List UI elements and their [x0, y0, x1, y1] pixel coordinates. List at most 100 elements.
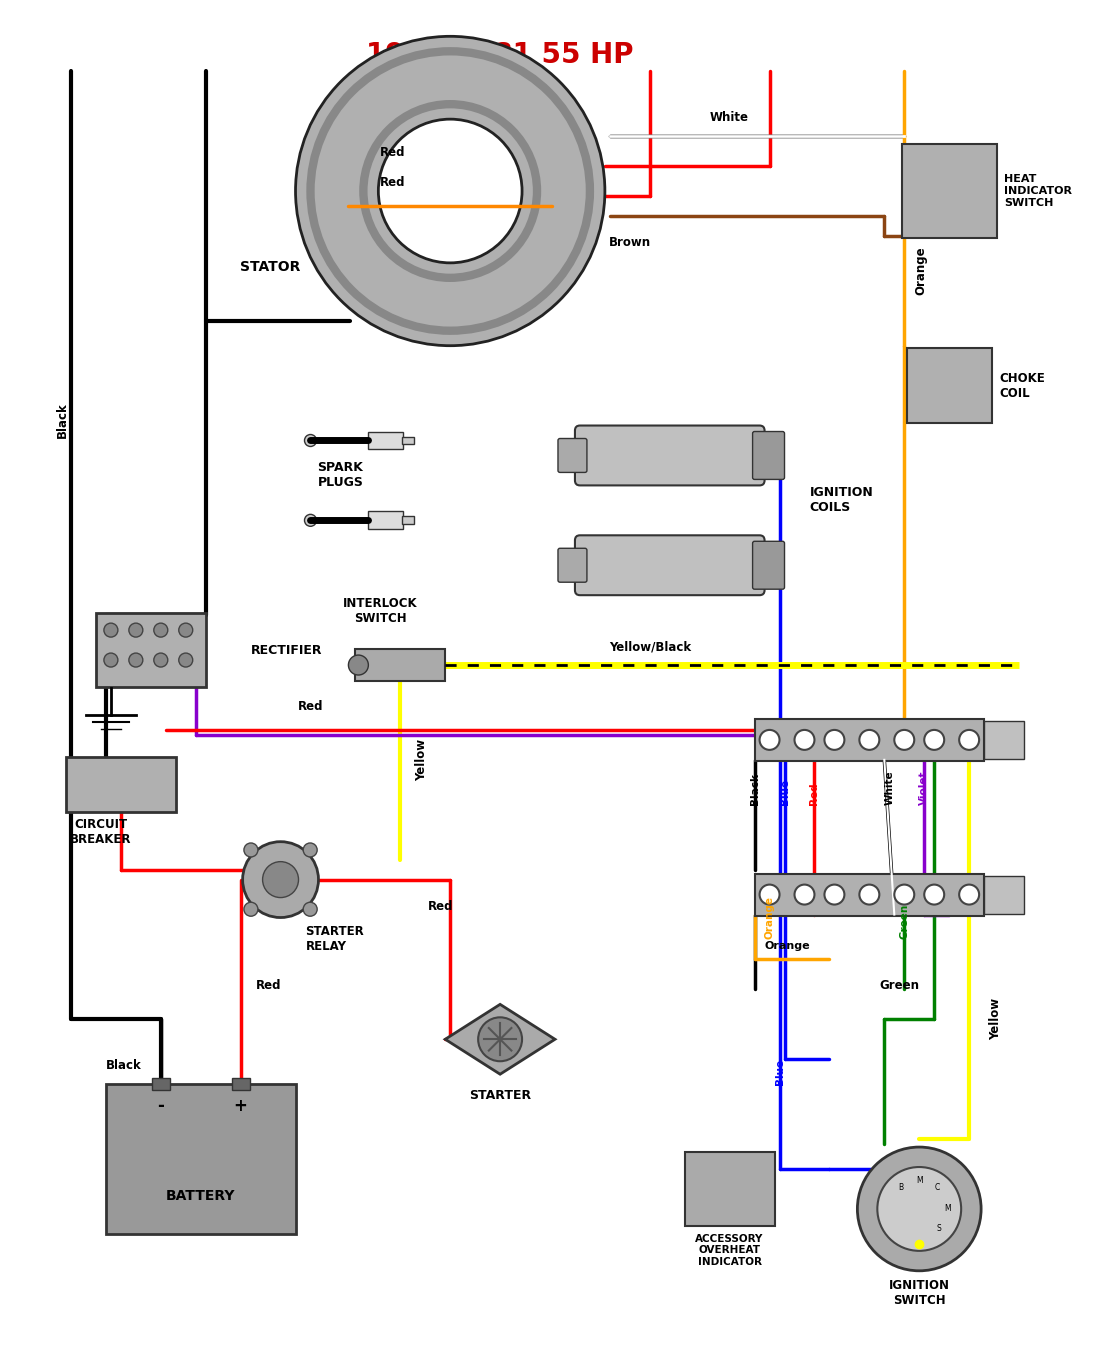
- FancyBboxPatch shape: [906, 348, 991, 423]
- Text: Yellow: Yellow: [416, 738, 428, 781]
- Text: Black: Black: [106, 1059, 142, 1073]
- FancyBboxPatch shape: [558, 548, 587, 582]
- Circle shape: [478, 1018, 522, 1062]
- Circle shape: [924, 730, 944, 749]
- Circle shape: [824, 730, 845, 749]
- Circle shape: [304, 843, 317, 858]
- Circle shape: [349, 655, 368, 675]
- FancyBboxPatch shape: [96, 612, 206, 688]
- Text: STATOR: STATOR: [241, 260, 300, 274]
- Circle shape: [859, 885, 879, 904]
- Text: M: M: [944, 1204, 950, 1214]
- Text: Blue: Blue: [780, 778, 790, 804]
- FancyBboxPatch shape: [575, 426, 764, 485]
- FancyBboxPatch shape: [367, 432, 403, 449]
- Text: CHOKE
COIL: CHOKE COIL: [999, 371, 1045, 400]
- Text: Green: Green: [879, 980, 920, 992]
- Circle shape: [857, 1147, 981, 1271]
- FancyBboxPatch shape: [902, 144, 997, 238]
- Text: C: C: [935, 1184, 939, 1192]
- FancyBboxPatch shape: [152, 1078, 169, 1091]
- Text: Red: Red: [255, 980, 282, 992]
- FancyBboxPatch shape: [367, 511, 403, 529]
- Text: STARTER
RELAY: STARTER RELAY: [306, 925, 364, 952]
- Text: Violet: Violet: [920, 770, 929, 804]
- Text: HEAT
INDICATOR
SWITCH: HEAT INDICATOR SWITCH: [1004, 174, 1072, 208]
- Circle shape: [794, 885, 814, 904]
- Text: Black: Black: [749, 773, 760, 804]
- Circle shape: [304, 903, 317, 917]
- Circle shape: [243, 841, 319, 918]
- Circle shape: [103, 653, 118, 667]
- Text: IGNITION
COILS: IGNITION COILS: [810, 486, 873, 514]
- Text: Red: Red: [810, 782, 820, 804]
- Text: Brown: Brown: [608, 236, 651, 249]
- Text: RECTIFIER: RECTIFIER: [251, 644, 322, 656]
- FancyBboxPatch shape: [684, 1152, 774, 1226]
- Polygon shape: [446, 1004, 556, 1074]
- Circle shape: [959, 885, 979, 904]
- FancyBboxPatch shape: [755, 874, 984, 915]
- Text: CIRCUIT
BREAKER: CIRCUIT BREAKER: [70, 818, 132, 845]
- FancyBboxPatch shape: [752, 541, 784, 589]
- Text: Black: Black: [56, 403, 69, 438]
- FancyBboxPatch shape: [984, 875, 1024, 914]
- Text: +: +: [233, 1097, 248, 1115]
- Text: Red: Red: [381, 175, 406, 189]
- Text: S: S: [936, 1225, 942, 1233]
- Circle shape: [924, 885, 944, 904]
- Circle shape: [794, 730, 814, 749]
- FancyBboxPatch shape: [232, 1078, 250, 1091]
- Text: STARTER: STARTER: [469, 1089, 531, 1103]
- Circle shape: [305, 434, 317, 447]
- Circle shape: [154, 623, 168, 637]
- Circle shape: [378, 119, 522, 263]
- FancyBboxPatch shape: [355, 649, 446, 681]
- Text: IGNITION
SWITCH: IGNITION SWITCH: [889, 1278, 949, 1307]
- Circle shape: [103, 623, 118, 637]
- Text: INTERLOCK
SWITCH: INTERLOCK SWITCH: [343, 597, 418, 625]
- Circle shape: [296, 37, 605, 345]
- Text: Orange: Orange: [764, 896, 774, 940]
- Text: -: -: [157, 1097, 164, 1115]
- Text: Red: Red: [298, 700, 323, 712]
- Circle shape: [959, 730, 979, 749]
- FancyBboxPatch shape: [984, 721, 1024, 759]
- Circle shape: [244, 843, 257, 858]
- FancyBboxPatch shape: [752, 432, 784, 480]
- Circle shape: [760, 730, 780, 749]
- FancyBboxPatch shape: [403, 516, 415, 525]
- FancyBboxPatch shape: [575, 536, 764, 595]
- FancyBboxPatch shape: [106, 1084, 296, 1234]
- Text: White: White: [711, 111, 749, 125]
- FancyBboxPatch shape: [755, 719, 984, 760]
- Text: Yellow: Yellow: [989, 999, 1002, 1040]
- Text: M: M: [916, 1177, 923, 1185]
- Text: ACCESSORY
OVERHEAT
INDICATOR: ACCESSORY OVERHEAT INDICATOR: [695, 1234, 763, 1267]
- FancyBboxPatch shape: [66, 758, 176, 812]
- Circle shape: [894, 885, 914, 904]
- Text: Orange: Orange: [914, 247, 927, 295]
- FancyBboxPatch shape: [558, 438, 587, 473]
- Circle shape: [760, 885, 780, 904]
- Circle shape: [179, 623, 192, 637]
- Circle shape: [154, 653, 168, 667]
- Circle shape: [878, 1167, 961, 1251]
- Circle shape: [263, 862, 298, 897]
- Circle shape: [859, 730, 879, 749]
- Text: SPARK
PLUGS: SPARK PLUGS: [318, 462, 363, 489]
- Text: Green: Green: [900, 904, 910, 940]
- Text: Blue: Blue: [774, 1059, 784, 1085]
- Text: 1980-1981 55 HP: 1980-1981 55 HP: [366, 41, 634, 70]
- Text: Yellow/Black: Yellow/Black: [608, 640, 691, 653]
- Circle shape: [824, 885, 845, 904]
- Circle shape: [129, 623, 143, 637]
- Circle shape: [894, 730, 914, 749]
- FancyBboxPatch shape: [403, 437, 415, 444]
- Text: B: B: [899, 1184, 904, 1192]
- Text: BATTERY: BATTERY: [166, 1189, 235, 1203]
- Text: Orange: Orange: [764, 941, 811, 951]
- Text: White: White: [884, 770, 894, 804]
- Circle shape: [129, 653, 143, 667]
- Circle shape: [305, 514, 317, 526]
